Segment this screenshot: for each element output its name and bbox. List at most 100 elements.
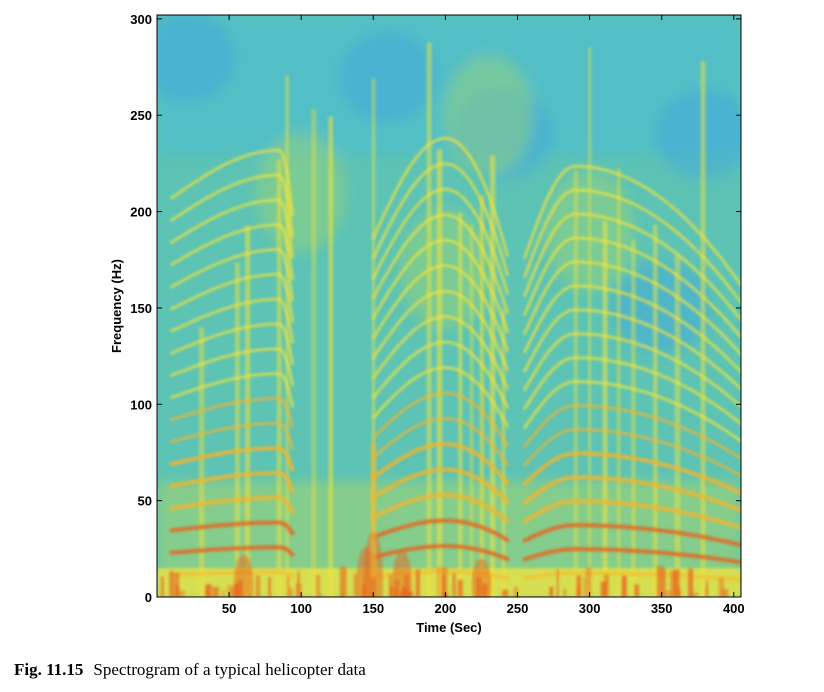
harmonic-line [523,188,741,304]
vertical-streak [244,225,251,597]
harmonic-line [371,162,509,276]
x-axis: 50 100 150 200 250 300 350 400 [222,15,745,616]
harmonic-line [522,523,741,547]
vertical-streak [616,168,621,597]
low-frequency-burst [670,570,677,597]
plot-frame [156,14,742,598]
harmonic-line [169,247,294,302]
low-frequency-burst [222,590,225,597]
x-tick-label: 50 [222,601,236,616]
low-frequency-burst [556,569,559,597]
vertical-streak [573,170,578,597]
low-frequency-burst [268,577,272,597]
harmonic-line [169,495,295,515]
low-frequency-burst [687,568,694,597]
vertical-streak [234,262,240,597]
x-tick-label: 150 [362,601,384,616]
low-frequency-burst [452,572,456,597]
low-frequency-burst [666,590,673,597]
harmonic-line [523,236,741,339]
low-frequency-fill [157,568,741,597]
harmonic-line [371,315,509,390]
vertical-streak [370,442,377,578]
background-blob [337,31,438,122]
harmonic-line [371,340,509,409]
low-frequency-burst [549,586,554,597]
low-frequency-burst [677,588,681,597]
x-tick-label: 250 [507,601,529,616]
low-frequency-burst [233,554,254,597]
low-frequency-burst [205,583,212,597]
low-frequency-burst [585,567,592,597]
low-frequency-burst [389,586,394,597]
harmonic-line [169,545,295,557]
harmonic-line [371,417,509,466]
low-frequency-burst [392,550,413,597]
harmonic-line [523,164,741,287]
x-tick-label: 300 [579,601,601,616]
low-frequency-burst [662,568,666,597]
low-frequency-burst [286,576,290,597]
harmonic-line [169,272,294,323]
low-frequency-burst [471,558,492,597]
low-frequency-burst [341,593,344,597]
vertical-streak [501,309,506,597]
harmonic-line [371,289,509,371]
harmonic-line [523,284,741,374]
low-frequency-burst [718,577,725,597]
vertical-streak [479,195,484,597]
harmonic-line [371,213,509,314]
harmonic-line [169,297,294,344]
vertical-streak [700,61,706,597]
x-tick-label: 100 [290,601,312,616]
harmonic-line [371,493,510,524]
harmonic-line [169,223,294,280]
harmonic-line [371,366,509,428]
low-frequency-burst [388,574,392,597]
y-tick-label: 300 [130,12,152,27]
low-frequency-burst [656,566,664,597]
harmonic-line [523,356,741,426]
harmonic-line [523,332,741,408]
low-frequency-burst [178,590,186,597]
low-frequency-burst [691,592,699,597]
figure-caption: Fig. 11.15 Spectrogram of a typical helic… [14,660,366,680]
low-frequency-burst [634,584,640,597]
harmonic-line [169,173,294,238]
low-frequency-burst [174,572,180,597]
figure-number: Fig. 11.15 [14,660,84,679]
low-frequency-burst [563,588,567,597]
vertical-streak [198,327,205,597]
harmonic-line [522,547,741,565]
low-frequency-burst [600,581,607,597]
harmonic-line [522,499,741,530]
harmonic-line [371,391,509,447]
low-frequency-burst [315,574,321,597]
vertical-streak [328,116,333,597]
y-tick-label: 50 [138,494,152,509]
harmonic-line [523,428,741,478]
harmonic-line [371,544,510,562]
harmonic-line [169,396,294,429]
caption-text: Spectrogram of a typical helicopter data [93,660,366,679]
low-frequency-burst [226,584,234,597]
y-tick-label: 200 [130,205,152,220]
y-axis: 0 50 100 150 200 250 300 [130,12,741,605]
y-tick-label: 0 [145,590,152,605]
x-tick-label: 400 [723,601,745,616]
harmonic-line [169,421,294,450]
harmonic-line [371,442,510,486]
harmonic-line [169,198,294,259]
low-frequency-burst [297,571,300,597]
vertical-streak [652,224,658,597]
vertical-streak [490,155,496,597]
vertical-streak [602,221,608,597]
harmonic-line [169,347,294,387]
harmonic-line [523,308,741,391]
background-blob [654,89,741,180]
low-frequency-burst [169,571,175,597]
harmonic-line [371,238,509,333]
background-blob [157,15,236,103]
x-tick-label: 200 [435,601,457,616]
